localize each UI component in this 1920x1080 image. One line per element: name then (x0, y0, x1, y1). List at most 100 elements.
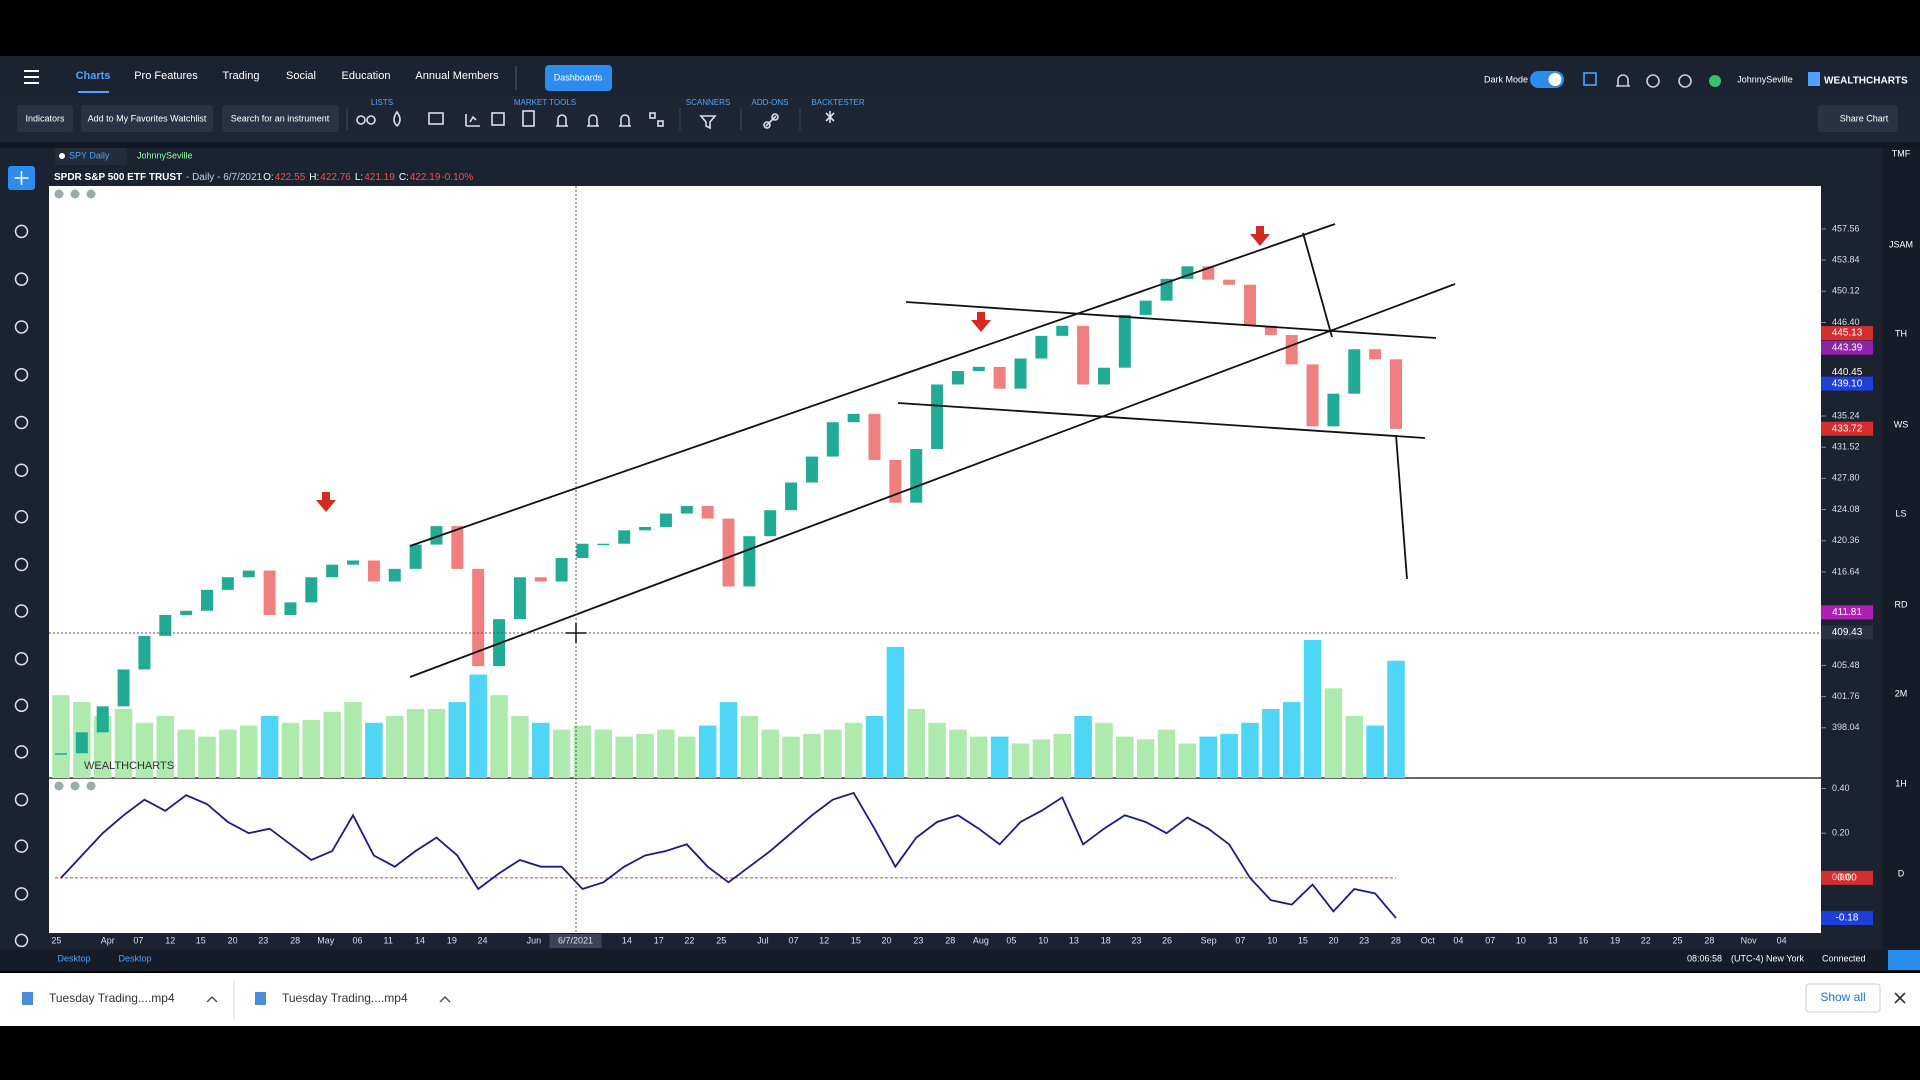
chart (52, 228, 1873, 948)
interval-button[interactable]: 2M (1895, 688, 1908, 698)
tab-label[interactable]: JohnnySeville (137, 150, 193, 160)
oscillator-tag-label: -0.18 (1836, 913, 1859, 924)
toolbar-button-label[interactable]: Add to My Favorites Watchlist (88, 113, 207, 123)
toolbar-button[interactable] (222, 105, 339, 132)
pane-controls (54, 189, 96, 791)
volume-bar (239, 725, 258, 778)
sidebar-icon[interactable] (14, 792, 29, 807)
toolbar-button-label[interactable]: Search for an instrument (231, 113, 330, 123)
sidebar-icon[interactable] (14, 933, 29, 948)
expand-button[interactable] (1888, 950, 1920, 970)
toolbar-button-label[interactable]: Indicators (25, 113, 65, 123)
interval-button[interactable]: TH (1895, 328, 1907, 338)
volume-bar (990, 736, 1009, 778)
interval-button[interactable]: LS (1895, 508, 1906, 518)
nav-item[interactable]: Social (286, 70, 316, 82)
sidebar-icon[interactable] (14, 463, 29, 477)
volume-bar (573, 725, 592, 778)
nav-item[interactable]: Education (342, 70, 391, 82)
sidebar-icon[interactable] (14, 272, 29, 286)
sidebar-icon[interactable] (14, 415, 29, 430)
volume-bar (1345, 715, 1364, 778)
dashboards-button[interactable] (545, 65, 612, 91)
toolbar-group-label: LISTS (371, 98, 393, 107)
volume-bar (385, 715, 404, 778)
x-tick-label: 25 (1673, 935, 1683, 945)
y-tick-label: 424.08 (1832, 504, 1860, 514)
date-highlight (549, 934, 602, 948)
y-tick-label: 435.24 (1832, 410, 1860, 420)
sidebar-icon[interactable] (14, 652, 29, 666)
candle (555, 557, 568, 582)
candle (472, 568, 485, 667)
price-tag-label: 443.39 (1832, 342, 1863, 353)
candle (993, 366, 1006, 389)
interval-button[interactable]: RD (1895, 599, 1908, 609)
nav-icons[interactable] (1583, 72, 1692, 88)
x-tick-label: 12 (819, 935, 829, 945)
share-button[interactable] (1818, 105, 1898, 132)
volume-bar (865, 715, 884, 778)
x-tick-label: 14 (415, 935, 425, 945)
x-tick-label: 15 (851, 935, 861, 945)
sidebar-icon[interactable] (14, 604, 29, 618)
user-name[interactable]: JohnnySeville (1737, 74, 1793, 84)
tab-dot (59, 153, 65, 159)
workspace-tab[interactable]: Desktop (57, 953, 90, 963)
x-tick-label: 13 (1069, 935, 1079, 945)
nav-item[interactable]: Pro Features (134, 70, 198, 82)
show-all[interactable]: Show all (1820, 990, 1865, 1004)
interval-button[interactable]: WS (1894, 419, 1909, 429)
x-tick-label: 19 (447, 935, 457, 945)
interval-button[interactable]: 1H (1895, 778, 1907, 788)
sidebar-icons[interactable] (14, 224, 29, 948)
interval-button[interactable]: D (1898, 868, 1905, 878)
brand-logo (1808, 72, 1820, 86)
close-downloads[interactable] (1894, 992, 1906, 1004)
legend-item: 422.76 (320, 172, 351, 183)
download-item[interactable]: Tuesday Trading....mp4 (282, 991, 408, 1005)
sidebar-icon[interactable] (14, 745, 29, 759)
menu-icon[interactable] (24, 70, 39, 84)
chart-header (44, 148, 1882, 186)
volume-bar (1241, 722, 1259, 778)
sidebar-icon[interactable] (14, 698, 29, 713)
chevrons[interactable] (206, 995, 451, 1003)
sidebar-icon[interactable] (14, 839, 29, 853)
nav-item[interactable]: Charts (76, 70, 111, 82)
sidebar-icon[interactable] (14, 320, 29, 334)
x-tick-label: 28 (1704, 935, 1714, 945)
x-tick-label: 07 (133, 935, 143, 945)
show-all-button[interactable] (1805, 983, 1881, 1013)
workspace-tab[interactable]: Desktop (118, 953, 151, 963)
sidebar-icon[interactable] (14, 224, 29, 239)
y-tick-label: 416.64 (1832, 566, 1860, 576)
x-tick-label: 06 (353, 935, 363, 945)
volume-bar (177, 729, 195, 778)
sidebar-icon[interactable] (14, 557, 29, 572)
toolbar-button[interactable] (17, 105, 73, 132)
volume-bar (1116, 736, 1134, 778)
volume-bar (907, 709, 925, 778)
legend-item: O: (263, 172, 274, 183)
tab[interactable] (55, 148, 127, 165)
candle (1139, 300, 1152, 315)
dashboards-label[interactable]: Dashboards (554, 72, 603, 82)
tab-label[interactable]: SPY Daily (69, 150, 110, 160)
toolbar-icons[interactable] (356, 110, 835, 130)
x-tick-label: 19 (1610, 935, 1620, 945)
nav-item[interactable]: Trading (223, 70, 260, 82)
volume-bar (1387, 660, 1405, 778)
y-tick-label: 450.12 (1832, 286, 1860, 296)
interval-button[interactable]: TMF (1892, 148, 1911, 158)
volume-bar (281, 722, 300, 778)
download-item[interactable]: Tuesday Trading....mp4 (49, 991, 175, 1005)
x-tick-label: 15 (1298, 935, 1308, 945)
share-label[interactable]: Share Chart (1840, 113, 1889, 123)
nav-item[interactable]: Annual Members (415, 70, 499, 82)
toolbar-button[interactable] (81, 105, 213, 132)
sidebar-icon[interactable] (14, 367, 29, 382)
sidebar-icon[interactable] (14, 887, 29, 901)
interval-button[interactable]: JSAM (1889, 239, 1913, 249)
sidebar-icon[interactable] (14, 509, 29, 524)
